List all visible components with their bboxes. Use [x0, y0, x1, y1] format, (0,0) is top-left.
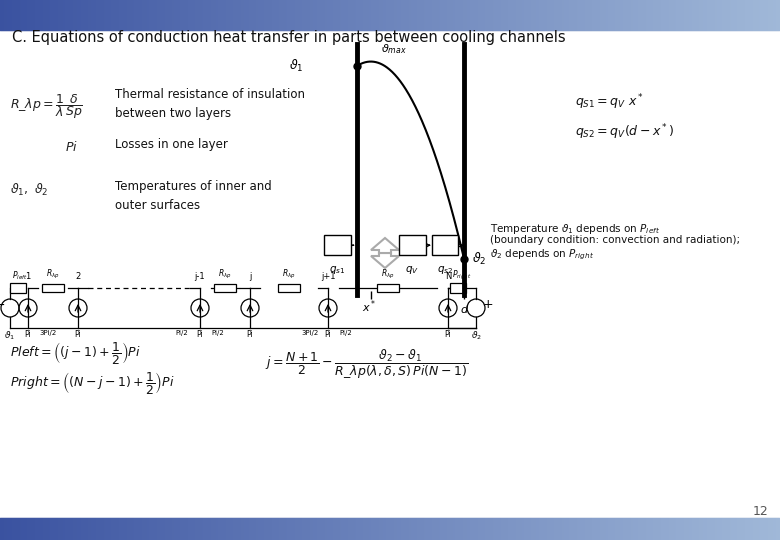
Text: $\vartheta_1,\ \vartheta_2$: $\vartheta_1,\ \vartheta_2$: [10, 182, 48, 198]
Text: Temperature $\vartheta_1$ depends on $P_{left}$: Temperature $\vartheta_1$ depends on $P_…: [490, 222, 660, 236]
Text: $-$: $-$: [0, 298, 5, 310]
Text: $R_{\lambda p}$: $R_{\lambda p}$: [381, 268, 395, 281]
Text: $\vartheta_1$: $\vartheta_1$: [289, 58, 304, 74]
Text: $Pleft = \left((j-1)+\dfrac{1}{2}\right)Pi$: $Pleft = \left((j-1)+\dfrac{1}{2}\right)…: [10, 340, 141, 366]
Text: Thermal resistance of insulation
between two layers: Thermal resistance of insulation between…: [115, 88, 305, 120]
Text: Pi/2: Pi/2: [176, 330, 189, 336]
Text: $R\_\lambda p = \dfrac{1}{\lambda}\dfrac{\delta}{Sp}$: $R\_\lambda p = \dfrac{1}{\lambda}\dfrac…: [10, 92, 83, 121]
Text: 1: 1: [26, 272, 30, 281]
Text: $q_{s2}$: $q_{s2}$: [437, 264, 453, 276]
Bar: [431, 235, 458, 255]
Text: $q_{S1} = q_V\ x^*$: $q_{S1} = q_V\ x^*$: [575, 92, 644, 112]
Text: $P_{left}$: $P_{left}$: [12, 269, 27, 282]
Text: 2: 2: [76, 272, 80, 281]
Text: Pi: Pi: [445, 330, 452, 339]
Bar: [278, 284, 300, 292]
Text: C. Equations of conduction heat transfer in parts between cooling channels: C. Equations of conduction heat transfer…: [12, 30, 566, 45]
Text: $q_V$: $q_V$: [406, 264, 420, 276]
Text: (boundary condition: convection and radiation);: (boundary condition: convection and radi…: [490, 235, 740, 245]
Text: Pi: Pi: [75, 330, 81, 339]
Text: $R_{\lambda p}$: $R_{\lambda p}$: [46, 268, 60, 281]
Bar: [450, 283, 466, 293]
Bar: [377, 284, 399, 292]
Text: $j = \dfrac{N+1}{2} - \dfrac{\vartheta_2 - \vartheta_1}{R\_\lambda p(\lambda,\de: $j = \dfrac{N+1}{2} - \dfrac{\vartheta_2…: [265, 348, 468, 381]
Text: Pi/2: Pi/2: [211, 330, 225, 336]
Text: 3Pi/2: 3Pi/2: [301, 330, 318, 336]
Text: $x^*$: $x^*$: [362, 299, 376, 315]
Text: $R_{\lambda p}$: $R_{\lambda p}$: [218, 268, 232, 281]
Bar: [214, 284, 236, 292]
Text: Temperatures of inner and
outer surfaces: Temperatures of inner and outer surfaces: [115, 180, 271, 212]
Text: 12: 12: [752, 505, 768, 518]
Text: $P_{right}$: $P_{right}$: [452, 269, 471, 282]
Text: Pi: Pi: [197, 330, 204, 339]
Text: $\vartheta_2$: $\vartheta_2$: [472, 251, 487, 267]
Text: N: N: [445, 272, 451, 281]
Polygon shape: [371, 253, 399, 268]
Text: $q_{s1}$: $q_{s1}$: [329, 264, 346, 276]
Polygon shape: [371, 238, 399, 253]
Text: $\vartheta_2$ depends on $P_{right}$: $\vartheta_2$ depends on $P_{right}$: [490, 248, 594, 262]
Bar: [10, 283, 26, 293]
Text: Pi/2: Pi/2: [339, 330, 353, 336]
Text: $+$: $+$: [482, 298, 494, 310]
Text: $Pright = \left((N-j-1)+\dfrac{1}{2}\right)Pi$: $Pright = \left((N-j-1)+\dfrac{1}{2}\rig…: [10, 370, 175, 396]
Text: Pi: Pi: [324, 330, 331, 339]
Bar: [42, 284, 64, 292]
Text: Losses in one layer: Losses in one layer: [115, 138, 228, 151]
Text: $Pi$: $Pi$: [65, 140, 78, 154]
Text: $d$: $d$: [459, 303, 469, 315]
Text: j: j: [249, 272, 251, 281]
Text: j-1: j-1: [195, 272, 205, 281]
Bar: [399, 235, 426, 255]
Text: Pi: Pi: [246, 330, 254, 339]
Text: $\vartheta_{max}$: $\vartheta_{max}$: [381, 42, 406, 56]
Text: j+1: j+1: [321, 272, 335, 281]
Text: Pi: Pi: [25, 330, 31, 339]
Bar: [324, 235, 350, 255]
Text: $\vartheta_1$: $\vartheta_1$: [5, 330, 16, 342]
Text: 3Pi/2: 3Pi/2: [39, 330, 57, 336]
Text: $\vartheta_2$: $\vartheta_2$: [470, 330, 481, 342]
Text: $R_{\lambda p}$: $R_{\lambda p}$: [282, 268, 296, 281]
Text: $q_{S2} = q_V\left(d - x^*\right)$: $q_{S2} = q_V\left(d - x^*\right)$: [575, 122, 674, 141]
